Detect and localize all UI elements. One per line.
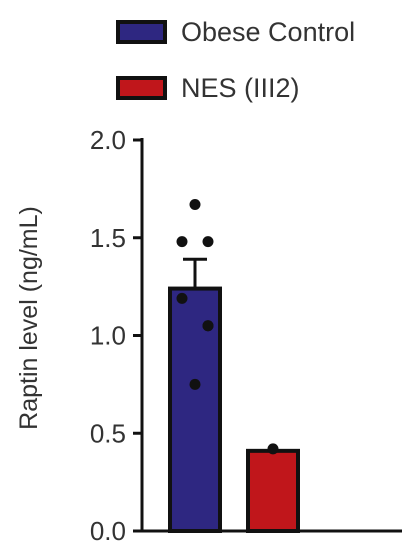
axes: 0.0 0.5 1.0 1.5 2.0	[90, 125, 402, 546]
y-tick-label: 0.5	[90, 418, 126, 448]
data-point	[267, 443, 279, 455]
data-point	[189, 199, 201, 211]
legend-label-1: Obese Control	[181, 17, 355, 47]
data-point	[176, 292, 188, 304]
y-tick-label: 2.0	[90, 125, 126, 155]
y-tick-label: 1.0	[90, 321, 126, 351]
legend-swatch-2	[116, 76, 167, 100]
data-point	[189, 378, 201, 390]
bars	[168, 257, 300, 533]
y-tick-label: 0.0	[90, 516, 126, 546]
y-tick-label: 1.5	[90, 223, 126, 253]
data-points	[176, 199, 279, 455]
y-axis-title: Raptin level (ng/mL)	[15, 206, 43, 430]
legend-label-2: NES (III2)	[181, 73, 300, 103]
data-point	[176, 236, 188, 248]
data-point	[202, 236, 214, 248]
legend-swatch-1	[116, 20, 167, 44]
bar-2	[246, 448, 300, 533]
data-point	[202, 320, 214, 332]
legend: Obese Control NES (III2)	[116, 17, 355, 103]
